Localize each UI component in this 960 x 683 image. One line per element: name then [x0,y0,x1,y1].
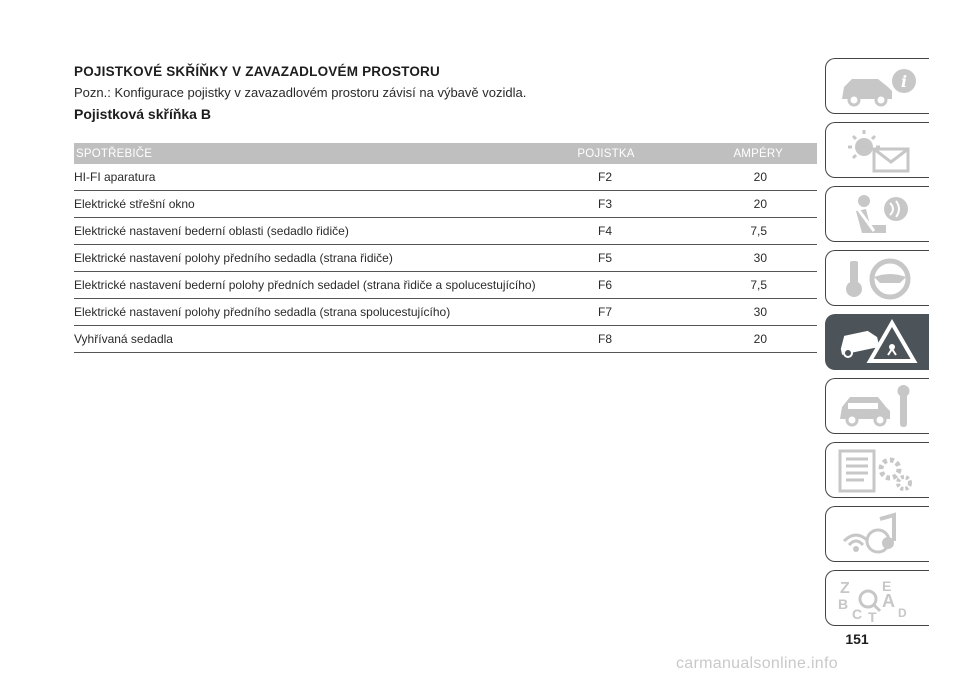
consumer-cell: HI-FI aparatura [74,164,539,191]
column-header-fuse: POJISTKA [539,143,671,164]
fuse-cell: F6 [539,271,671,299]
ampere-cell: 20 [671,325,817,353]
fuse-cell: F8 [539,325,671,353]
technical-data-icon [838,449,912,493]
page-number: 151 [845,631,869,647]
ampere-cell: 20 [671,164,817,191]
svg-text:D: D [898,606,907,620]
tab-index[interactable]: Z E B A C T D [825,570,929,626]
table-row: Elektrické nastavení polohy předního sed… [74,244,817,272]
multimedia-icon [842,512,896,554]
svg-text:i: i [901,72,907,91]
ampere-cell: 7,5 [671,217,817,245]
key-steering-wheel-icon [846,258,911,300]
consumer-cell: Vyhřívaná sedadla [74,325,539,353]
consumer-cell: Elektrické nastavení bederní oblasti (se… [74,217,539,245]
column-header-consumers: SPOTŘEBIČE [74,143,539,164]
car-info-icon: i [842,69,916,107]
consumer-cell: Elektrické střešní okno [74,190,539,218]
configuration-note: Pozn.: Konfigurace pojistky v zavazadlov… [74,85,527,100]
fuse-cell: F4 [539,217,671,245]
table-row: Elektrické nastavení bederní polohy před… [74,271,817,299]
tab-safety[interactable] [825,186,929,242]
table-row: Elektrické střešní okno F3 20 [74,190,817,218]
tab-warning-lights[interactable] [825,122,929,178]
consumer-cell: Elektrické nastavení polohy předního sed… [74,298,539,326]
fuse-cell: F2 [539,164,671,191]
fuse-cell: F5 [539,244,671,272]
table-row: Elektrické nastavení polohy předního sed… [74,298,817,326]
tab-emergency[interactable] [825,314,929,370]
fuse-cell: F3 [539,190,671,218]
table-row: Elektrické nastavení bederní oblasti (se… [74,217,817,245]
tab-multimedia[interactable] [825,506,929,562]
section-heading: POJISTKOVÉ SKŘÍŇKY V ZAVAZADLOVÉM PROSTO… [74,64,440,79]
seat-safety-icon [856,195,908,233]
svg-text:B: B [838,596,848,612]
emergency-triangle-icon [840,319,918,363]
tab-technical-data[interactable] [825,442,929,498]
tab-maintenance[interactable] [825,378,929,434]
warning-lights-icon [848,130,910,173]
svg-text:C: C [852,606,862,622]
svg-text:T: T [868,609,877,623]
ampere-cell: 30 [671,244,817,272]
fuse-box-title: Pojistková skříňka B [74,106,211,122]
consumer-cell: Elektrické nastavení polohy předního sed… [74,244,539,272]
table-header-row: SPOTŘEBIČE POJISTKA AMPÉRY [74,143,817,164]
svg-text:A: A [882,591,895,611]
watermark: carmanualsonline.info [676,655,838,672]
tab-starting-driving[interactable] [825,250,929,306]
ampere-cell: 7,5 [671,271,817,299]
tab-car-info[interactable]: i [825,58,929,114]
table-row: HI-FI aparatura F2 20 [74,164,817,191]
fuse-cell: F7 [539,298,671,326]
svg-text:Z: Z [840,580,850,597]
index-icon: Z E B A C T D [838,578,907,623]
ampere-cell: 30 [671,298,817,326]
column-header-amperes: AMPÉRY [671,143,817,164]
fuse-table: SPOTŘEBIČE POJISTKA AMPÉRY HI-FI aparatu… [74,143,817,353]
car-maintenance-icon [840,385,910,427]
svg-text:E: E [882,578,891,594]
consumer-cell: Elektrické nastavení bederní polohy před… [74,271,539,299]
ampere-cell: 20 [671,190,817,218]
table-row: Vyhřívaná sedadla F8 20 [74,325,817,353]
